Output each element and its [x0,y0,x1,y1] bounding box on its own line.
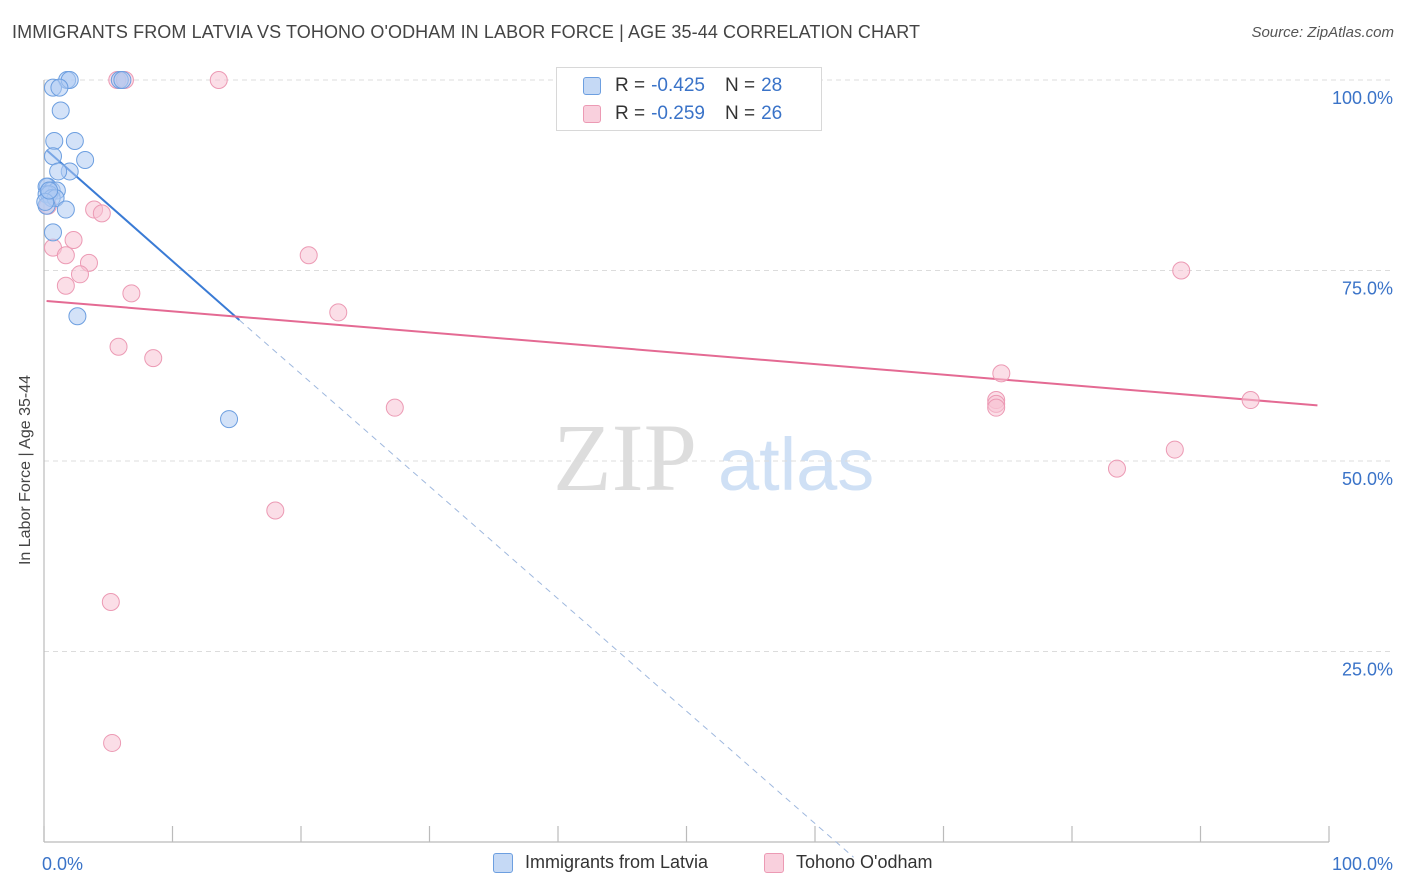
swatch-latvia [583,77,601,95]
legend-item-latvia: Immigrants from Latvia [493,852,708,873]
data-points [36,71,1260,752]
x-tick-label: 100.0% [1332,854,1393,874]
correlation-legend: R = -0.425 N = 28 R = -0.259 N = 26 [556,67,822,131]
point-tohono [101,592,120,611]
point-tohono [1107,459,1126,478]
point-tohono [70,265,89,284]
trend-line-1 [46,299,1318,407]
chart-title: IMMIGRANTS FROM LATVIA VS TOHONO O'ODHAM… [12,22,921,42]
watermark: ZIP atlas [553,404,874,511]
point-latvia [45,131,64,150]
grid-lines [44,79,1393,652]
n-value: 28 [761,75,783,96]
y-tick-label: 75.0% [1342,279,1393,299]
point-tohono [1172,261,1191,280]
trend-extension-0 [238,319,854,858]
legend-row-latvia: R = -0.425 N = 28 [583,73,782,99]
point-tohono [1241,391,1260,410]
point-latvia [49,162,68,181]
point-tohono [299,246,318,265]
x-tick-label: 0.0% [42,854,83,874]
point-latvia [56,200,75,219]
r-label: R = [615,103,646,124]
point-latvia [51,101,70,120]
n-value: 26 [761,103,783,124]
y-tick-label: 100.0% [1332,88,1393,108]
point-latvia [43,223,62,242]
point-latvia [65,131,84,150]
trend-line-0 [45,149,240,321]
point-latvia [50,78,69,97]
point-latvia [68,307,87,326]
point-tohono [56,276,75,295]
watermark-zip: ZIP [553,404,697,511]
point-tohono [103,733,122,752]
r-value: -0.425 [651,75,705,96]
swatch-tohono [583,105,601,123]
y-tick-label: 25.0% [1342,660,1393,680]
point-latvia [43,147,62,166]
point-latvia [220,410,239,429]
point-tohono [109,337,128,356]
point-tohono [92,204,111,223]
point-tohono [266,501,285,520]
legend-swatch-tohono [764,852,784,873]
y-tick-label: 50.0% [1342,469,1393,489]
legend-row-tohono: R = -0.259 N = 26 [583,101,782,127]
r-value: -0.259 [651,103,705,124]
n-label: N = [724,103,756,124]
trend-lines [45,149,1318,858]
watermark-atlas: atlas [718,423,874,506]
point-tohono [329,303,348,322]
series-legend: Immigrants from Latvia Tohono O'odham [0,852,1406,876]
point-tohono [56,246,75,265]
point-tohono [64,231,83,250]
point-latvia [113,71,132,89]
legend-label-tohono: Tohono O'odham [796,852,933,872]
point-tohono [385,398,404,417]
legend-item-tohono: Tohono O'odham [764,852,933,873]
n-label: N = [724,75,756,96]
point-latvia [40,181,59,200]
source-label: Source: ZipAtlas.com [1251,24,1394,41]
y-axis-label: In Labor Force | Age 35-44 [17,374,34,566]
tick-labels: 100.0% 75.0% 50.0% 25.0% 0.0% 100.0% [42,88,1393,874]
point-latvia [76,151,95,170]
point-tohono [209,71,228,89]
point-tohono [122,284,141,303]
legend-swatch-latvia [493,852,513,873]
point-tohono [144,349,163,368]
point-tohono [987,398,1006,417]
r-label: R = [615,75,646,96]
legend-label-latvia: Immigrants from Latvia [525,852,709,872]
point-tohono [992,364,1011,383]
point-tohono [1165,440,1184,459]
